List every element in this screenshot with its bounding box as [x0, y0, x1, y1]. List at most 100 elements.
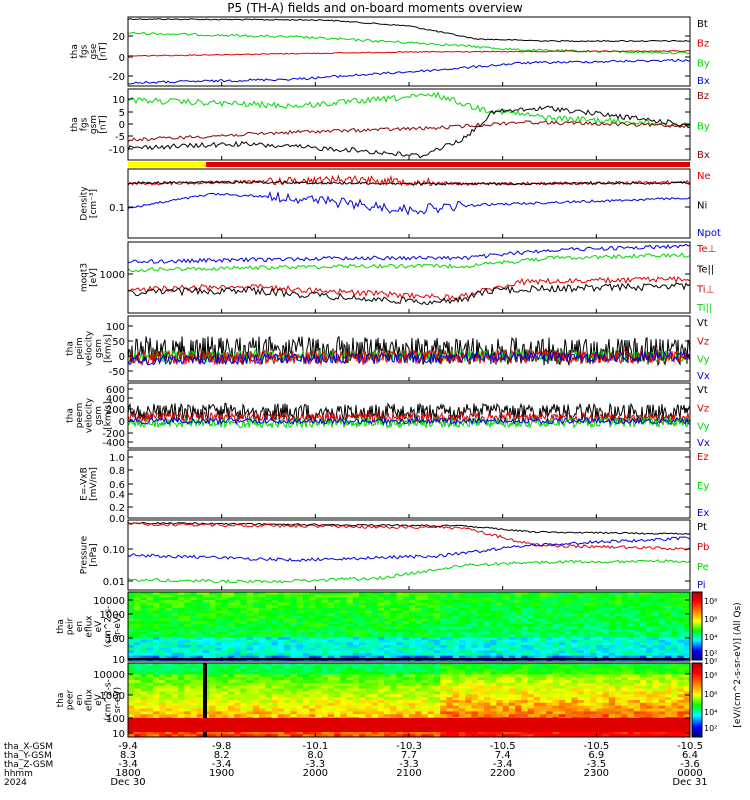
spectrogram-cell — [365, 629, 373, 633]
spectrogram-cell — [296, 615, 304, 620]
spectrogram-cell — [396, 615, 404, 620]
spectrogram-cell — [259, 626, 266, 630]
spectrogram-cell — [440, 607, 447, 612]
spectrogram-cell — [346, 594, 354, 598]
spectrogram-cell — [671, 711, 679, 715]
spectrogram-cell — [290, 734, 298, 737]
spectrogram-cell — [146, 618, 154, 622]
spectrogram-cell — [446, 650, 454, 654]
spectrogram-cell — [227, 623, 235, 628]
spectrogram-cell — [128, 647, 135, 651]
spectrogram-cell — [240, 705, 248, 710]
spectrogram-cell — [646, 655, 654, 659]
spectrogram-cell — [665, 629, 672, 633]
spectrogram-cell — [153, 637, 160, 641]
spectrogram-cell — [565, 714, 572, 718]
spectrogram-cell — [159, 700, 166, 704]
spectrogram-cell — [171, 714, 179, 718]
spectrogram-cell — [677, 600, 685, 604]
spectrogram-cell — [277, 650, 285, 654]
spectrogram-cell — [633, 594, 641, 598]
spectrogram-cell — [296, 597, 304, 601]
spectrogram-cell — [452, 711, 460, 715]
spectrogram-cell — [521, 626, 529, 630]
spectrogram-cell — [521, 671, 529, 675]
spectrogram-cell — [533, 691, 541, 695]
spectrogram-cell — [677, 677, 685, 681]
spectrogram-cell — [646, 600, 654, 604]
spectrogram-cell — [583, 700, 591, 704]
spectrogram-cell — [540, 631, 547, 636]
spectrogram-cell — [296, 650, 304, 654]
spectrogram-cell — [178, 700, 185, 704]
spectrogram-cell — [259, 674, 266, 678]
spectrogram-cell — [359, 597, 366, 601]
spectrogram-cell — [577, 623, 585, 628]
spectrogram-cell — [521, 711, 529, 715]
spectrogram-cell — [140, 711, 148, 715]
spectrogram-cell — [352, 642, 360, 646]
spectrogram-cell — [596, 688, 604, 692]
spectrogram-cell — [571, 691, 579, 695]
spectrogram-cell — [521, 642, 529, 646]
spectrogram-cell — [215, 607, 223, 612]
spectrogram-cell — [296, 674, 304, 678]
spectrogram-cell — [515, 637, 522, 641]
spectrogram-cell — [483, 605, 491, 609]
spectrogram-cell — [315, 623, 323, 628]
spectrogram-cell — [290, 602, 298, 606]
spectrogram-cell — [602, 694, 610, 698]
spectrogram-cell — [221, 694, 229, 698]
legend-entry: Pi — [697, 580, 706, 591]
spectrogram-cell — [571, 592, 579, 596]
spectrogram-cell — [502, 621, 510, 625]
spectrogram-cell — [171, 671, 179, 675]
spectrogram-cell — [546, 653, 554, 657]
spectrogram-cell — [190, 647, 198, 651]
spectrogram-cell — [640, 665, 647, 670]
spectrogram-cell — [565, 653, 572, 657]
spectrogram-cell — [340, 708, 348, 712]
spectrogram-cell — [277, 731, 285, 735]
spectrogram-cell — [184, 694, 191, 698]
spectrogram-cell — [340, 610, 348, 614]
spectrogram-cell — [284, 592, 291, 596]
spectrogram-cell — [209, 653, 216, 657]
spectrogram-cell — [646, 631, 654, 636]
spectrogram-cell — [265, 694, 273, 698]
spectrogram-cell — [590, 677, 597, 681]
spectrogram-cell — [277, 663, 285, 667]
spectrogram-cell — [596, 610, 604, 614]
spectrogram-cell — [140, 680, 148, 684]
spectrogram-cell — [321, 705, 329, 710]
spectrogram-cell — [190, 592, 198, 596]
spectrogram-cell — [558, 688, 566, 692]
spectrogram-cell — [483, 668, 491, 673]
spectrogram-cell — [346, 694, 354, 698]
spectrogram-cell — [434, 631, 441, 636]
spectrogram-cell — [321, 655, 329, 659]
spectrogram-cell — [671, 592, 679, 596]
spectrogram-cell — [465, 671, 472, 675]
spectrogram-cell — [646, 731, 654, 735]
spectrogram-cell — [415, 663, 422, 667]
spectrogram-cell — [533, 665, 541, 670]
spectrogram-cell — [296, 671, 304, 675]
spectrogram-cell — [315, 734, 323, 737]
spectrogram-cell — [377, 637, 385, 641]
spectrogram-cell — [184, 650, 191, 654]
spectrogram-cell — [277, 642, 285, 646]
spectrogram-cell — [402, 700, 410, 704]
spectrogram-cell — [427, 655, 435, 659]
spectrogram-cell — [565, 626, 572, 630]
legend-entry: Te|| — [696, 264, 714, 275]
spectrogram-cell — [427, 711, 435, 715]
spectrogram-cell — [396, 623, 404, 628]
spectrogram-cell — [184, 618, 191, 622]
series-trace — [128, 282, 690, 306]
spectrogram-cell — [452, 637, 460, 641]
spectrogram-cell — [602, 663, 610, 667]
spectrogram-cell — [196, 607, 204, 612]
spectrogram-cell — [440, 605, 447, 609]
spectrogram-cell — [402, 694, 410, 698]
